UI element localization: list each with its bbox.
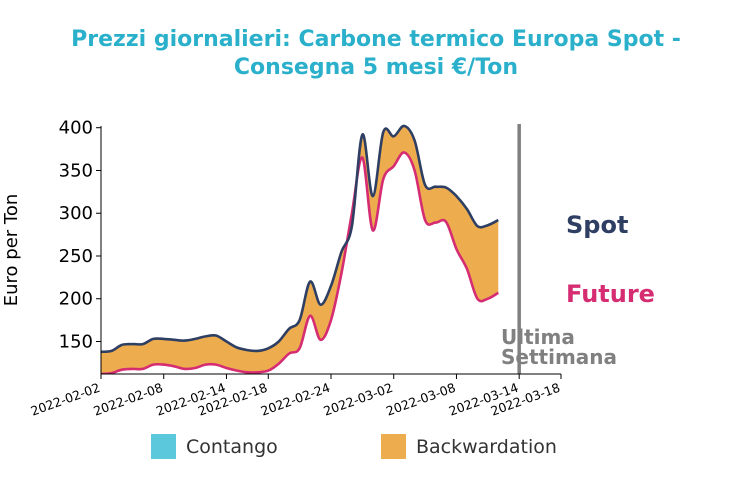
series-label-future: Future [566, 280, 655, 308]
series-line-future [101, 151, 499, 374]
x-tick-label: 2022-03-08 [384, 380, 457, 419]
x-tick-label: 2022-02-24 [259, 380, 332, 419]
series-line-spot [101, 124, 499, 354]
chart-title-line-2: Consegna 5 mesi €/Ton [234, 55, 518, 80]
series-label-spot: Spot [566, 211, 628, 239]
x-tick-label: 2022-02-08 [91, 380, 164, 419]
legend: Contango Backwardation [151, 434, 557, 459]
y-tick-label: 150 [59, 332, 93, 353]
legend-swatch-backwardation [381, 434, 406, 459]
legend-label-contango: Contango [186, 436, 278, 458]
x-tick-label: 2022-02-02 [29, 380, 102, 419]
series-group [101, 124, 499, 374]
legend-swatch-contango [151, 434, 176, 459]
marker-label-line-2: Settimana [501, 345, 617, 369]
x-tick-label: 2022-03-02 [321, 380, 394, 419]
y-tick-label: 350 [59, 160, 93, 181]
chart-title-line-1: Prezzi giornalieri: Carbone termico Euro… [71, 27, 681, 52]
y-tick-label: 300 [59, 203, 93, 224]
y-tick-label: 200 [59, 289, 93, 310]
y-tick-label: 250 [59, 246, 93, 267]
y-axis-label: Euro per Ton [1, 194, 22, 307]
marker-label-line-1: Ultima [501, 325, 575, 349]
legend-label-backwardation: Backwardation [416, 436, 557, 458]
y-tick-label: 400 [59, 118, 93, 139]
backwardation-band [101, 125, 499, 374]
